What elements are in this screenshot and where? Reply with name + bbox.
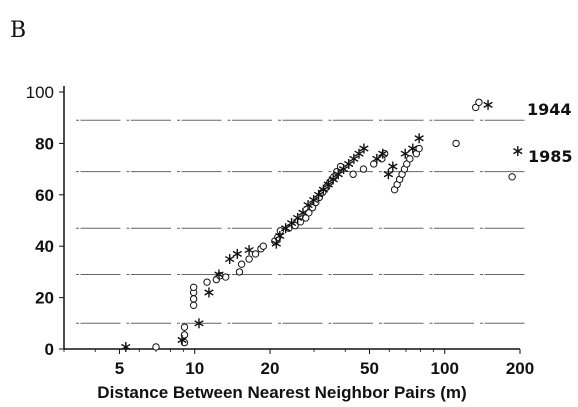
point-1985 xyxy=(308,194,319,205)
series-label-1944: 1944 xyxy=(527,100,572,119)
point-1944 xyxy=(180,323,189,331)
point-1944 xyxy=(189,295,198,303)
point-1985 xyxy=(286,218,297,229)
y-axis-ticks: 0 20 40 60 80 100 xyxy=(26,83,64,359)
point-1944 xyxy=(189,301,198,310)
series-label-1985: 1985 xyxy=(528,147,573,166)
y-tick-label: 60 xyxy=(35,186,54,205)
y-tick-label: 40 xyxy=(35,237,54,256)
point-1985 xyxy=(378,148,388,159)
point-1944 xyxy=(189,283,198,292)
point-1985 xyxy=(177,335,187,346)
series-1985-markers xyxy=(121,99,523,352)
point-1985 xyxy=(225,254,235,265)
point-1985 xyxy=(214,269,224,280)
point-1985 xyxy=(349,153,359,164)
point-1944 xyxy=(259,242,267,250)
point-1985 xyxy=(372,153,382,164)
point-1985 xyxy=(232,248,242,259)
point-1985 xyxy=(323,179,333,190)
point-1944 xyxy=(221,273,230,281)
point-1944 xyxy=(152,343,160,351)
point-1944 xyxy=(475,98,483,106)
x-tick-label: 50 xyxy=(360,359,379,378)
point-1985 xyxy=(303,200,313,211)
series-1944-markers xyxy=(152,98,516,351)
point-1944 xyxy=(251,250,260,258)
axes xyxy=(63,86,520,350)
point-1985 xyxy=(400,148,410,159)
x-axis-label: Distance Between Nearest Neighbor Pairs … xyxy=(97,383,466,402)
point-1985 xyxy=(313,189,324,200)
point-1985 xyxy=(359,143,369,154)
point-1944 xyxy=(359,165,368,173)
point-1985 xyxy=(483,99,493,110)
panel-label: B xyxy=(10,18,27,43)
reference-lines xyxy=(76,119,526,324)
point-1944 xyxy=(415,144,423,153)
point-1985 xyxy=(414,133,424,144)
point-1944 xyxy=(508,173,516,181)
point-1944 xyxy=(237,260,246,268)
point-1985 xyxy=(388,161,398,172)
point-1985 xyxy=(298,207,308,218)
point-1985 xyxy=(280,223,291,234)
point-1985 xyxy=(513,146,523,157)
point-1944 xyxy=(452,139,460,148)
y-tick-label: 20 xyxy=(35,289,54,308)
point-1985 xyxy=(383,169,394,180)
point-1944 xyxy=(406,155,414,163)
point-1985 xyxy=(328,174,338,185)
point-1985 xyxy=(244,245,254,256)
point-1985 xyxy=(275,230,285,241)
point-1944 xyxy=(370,160,378,168)
point-1985 xyxy=(408,143,418,154)
point-1944 xyxy=(349,170,357,178)
x-tick-label: 200 xyxy=(506,359,534,378)
point-1985 xyxy=(354,148,364,159)
x-tick-label: 5 xyxy=(115,359,124,378)
point-1985 xyxy=(121,341,131,352)
point-1944 xyxy=(235,268,244,276)
point-1985 xyxy=(338,164,349,175)
point-1944 xyxy=(245,255,253,263)
point-1944 xyxy=(305,209,313,217)
point-1985 xyxy=(344,158,354,169)
point-1985 xyxy=(194,318,204,329)
x-tick-label: 10 xyxy=(185,359,204,378)
x-tick-label: 100 xyxy=(431,359,459,378)
point-1985 xyxy=(333,169,343,180)
point-1944 xyxy=(203,278,211,286)
point-1985 xyxy=(318,184,329,195)
y-tick-label: 0 xyxy=(45,340,54,359)
point-1985 xyxy=(292,212,303,223)
point-1985 xyxy=(204,287,214,298)
x-axis-ticks: 5 10 20 50 100 200 xyxy=(63,349,534,378)
y-tick-label: 100 xyxy=(26,83,54,102)
point-1985 xyxy=(271,238,281,249)
point-1944 xyxy=(472,103,480,112)
x-tick-label: 20 xyxy=(261,359,280,378)
y-tick-label: 80 xyxy=(35,134,54,153)
